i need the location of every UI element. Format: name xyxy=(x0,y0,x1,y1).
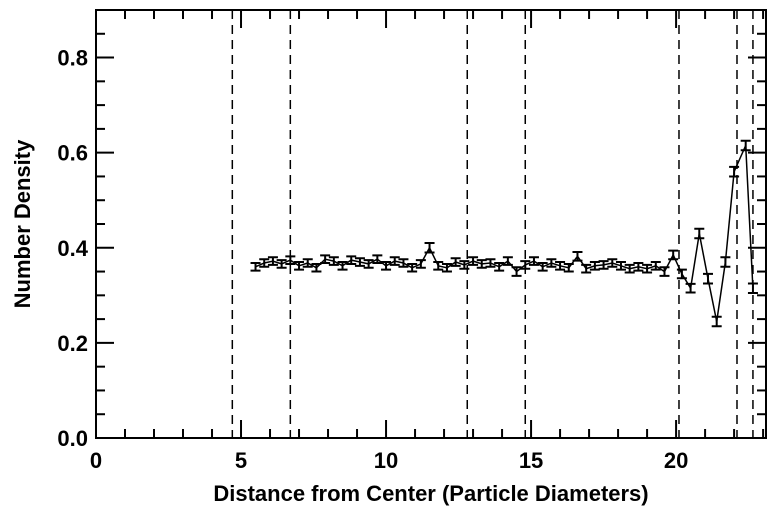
y-tick-label: 0.2 xyxy=(57,331,88,356)
x-tick-label: 5 xyxy=(235,448,247,473)
error-bar xyxy=(747,282,758,294)
error-bar xyxy=(294,261,305,271)
x-tick-label: 20 xyxy=(664,448,688,473)
error-bar xyxy=(729,165,740,178)
error-bar xyxy=(302,258,313,268)
plot-frame xyxy=(95,9,767,439)
error-bar xyxy=(276,259,287,269)
error-bar xyxy=(415,259,426,269)
error-bar xyxy=(546,258,557,268)
error-bar xyxy=(720,256,731,268)
error-bar xyxy=(441,262,452,273)
error-bar xyxy=(407,262,418,273)
error-bar xyxy=(711,315,722,328)
error-bar xyxy=(581,263,592,274)
error-bar xyxy=(285,255,296,265)
error-bar xyxy=(607,258,618,268)
x-axis-title: Distance from Center (Particle Diameters… xyxy=(213,481,648,506)
error-bar xyxy=(615,261,626,271)
x-tick-label: 0 xyxy=(90,448,102,473)
error-bar xyxy=(511,266,522,277)
error-bar xyxy=(450,257,461,267)
error-bar xyxy=(328,256,339,266)
error-bar xyxy=(267,256,278,266)
error-bar xyxy=(676,268,687,280)
y-tick-label: 0.8 xyxy=(57,46,88,71)
error-bar xyxy=(485,258,496,268)
error-bar xyxy=(633,261,644,272)
error-bar xyxy=(311,262,322,273)
error-bar xyxy=(320,254,331,264)
error-bar xyxy=(424,242,435,254)
error-bar xyxy=(372,254,383,264)
error-bar xyxy=(572,251,583,262)
y-tick-label: 0.4 xyxy=(57,236,88,261)
error-bar xyxy=(250,261,261,272)
error-bar xyxy=(520,260,531,270)
error-bar xyxy=(494,261,505,272)
y-tick-label: 0.0 xyxy=(57,426,88,451)
error-bar xyxy=(694,227,705,240)
error-bar xyxy=(337,261,348,271)
y-axis-title: Number Density xyxy=(10,139,35,308)
error-bar xyxy=(259,258,270,268)
error-bar xyxy=(555,261,566,271)
error-bar xyxy=(537,261,548,272)
error-bar xyxy=(354,257,365,267)
error-bar xyxy=(389,256,400,266)
error-bar xyxy=(740,139,751,152)
error-bar xyxy=(528,256,539,266)
error-bar xyxy=(685,282,696,294)
y-tick-label: 0.6 xyxy=(57,141,88,166)
error-bar xyxy=(668,249,679,261)
error-bar xyxy=(476,259,487,269)
x-tick-label: 15 xyxy=(519,448,543,473)
error-bar xyxy=(346,255,357,265)
error-bar xyxy=(381,261,392,271)
error-bar xyxy=(563,262,574,273)
error-bar xyxy=(502,256,513,266)
error-bar xyxy=(642,263,653,274)
error-bar xyxy=(598,260,609,270)
error-bar xyxy=(468,256,479,266)
x-tick-label: 10 xyxy=(374,448,398,473)
error-bar xyxy=(459,260,470,270)
error-bar xyxy=(363,259,374,269)
error-bar xyxy=(650,261,661,271)
error-bar xyxy=(589,261,600,271)
error-bar xyxy=(702,272,713,285)
error-bar xyxy=(433,261,444,271)
error-bar xyxy=(398,258,409,268)
error-bar xyxy=(624,263,635,274)
error-bar xyxy=(659,266,670,277)
